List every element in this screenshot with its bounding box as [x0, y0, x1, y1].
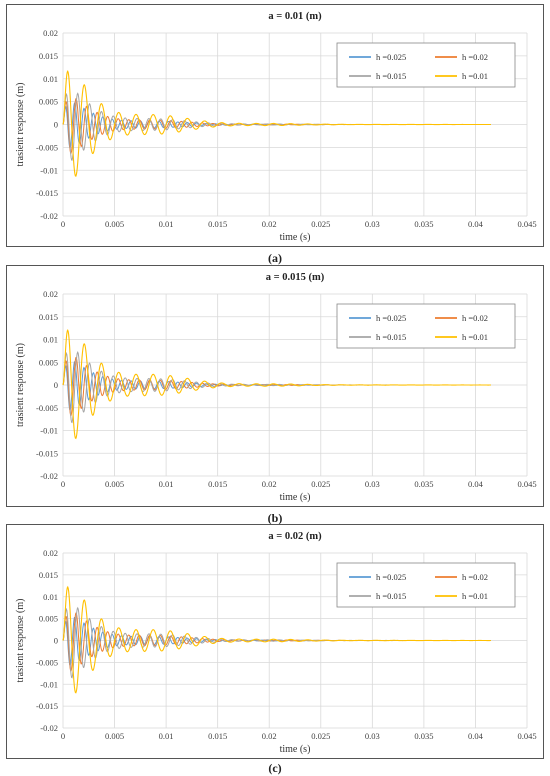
- x-tick-label: 0.005: [105, 731, 124, 741]
- x-tick-label: 0.005: [105, 479, 124, 489]
- y-tick-label: 0.01: [43, 74, 58, 84]
- x-tick-label: 0.045: [517, 731, 536, 741]
- series-line: [62, 102, 491, 150]
- chart-a: a = 0.01 (m) 0 0.005 0.01 0.015 0.02 0.025 0.03…: [15, 11, 537, 243]
- x-tick-label: 0.025: [311, 731, 330, 741]
- chart-panel-b: a = 0.015 (m) 0 0.005 0.01 0.015 0.02 0.025 0.0…: [6, 265, 544, 507]
- chart-title: a = 0.015 (m): [266, 272, 325, 283]
- chart-panel-a: a = 0.01 (m) 0 0.005 0.01 0.015 0.02 0.025 0.03…: [6, 4, 544, 247]
- legend-box: [336, 42, 516, 88]
- x-tick-label: 0.015: [208, 479, 227, 489]
- x-tick-label: 0.01: [159, 219, 174, 229]
- y-tick-label: -0.02: [40, 471, 58, 481]
- x-tick-label: 0.01: [159, 731, 174, 741]
- x-tick-label: 0.02: [262, 731, 277, 741]
- legend-label: h =0.025: [376, 52, 406, 62]
- x-tick-label: 0.03: [365, 731, 380, 741]
- y-tick-label: 0.005: [39, 614, 58, 624]
- x-tick-label: 0.015: [208, 731, 227, 741]
- series-line: [62, 98, 491, 154]
- legend-label: h =0.015: [376, 71, 406, 81]
- y-tick-label: -0.015: [36, 188, 58, 198]
- y-tick-label: -0.02: [40, 723, 58, 733]
- chart-title: a = 0.01 (m): [268, 11, 322, 22]
- y-axis-label: trasient response (m): [15, 343, 26, 427]
- y-tick-label: 0.02: [43, 289, 58, 299]
- y-tick-label: 0.02: [43, 28, 58, 38]
- legend-label: h =0.02: [462, 313, 488, 323]
- legend-label: h =0.015: [376, 332, 406, 342]
- chart-b: a = 0.015 (m) 0 0.005 0.01 0.015 0.02 0.025 0.0…: [15, 272, 537, 503]
- y-tick-label: 0.015: [39, 570, 58, 580]
- caption-a: (a): [268, 251, 282, 265]
- y-axis-label: trasient response (m): [15, 83, 26, 167]
- x-tick-label: 0.04: [468, 731, 484, 741]
- x-tick-label: 0.025: [311, 219, 330, 229]
- x-tick-label: 0.02: [262, 219, 277, 229]
- y-tick-label: -0.015: [36, 701, 58, 711]
- series-line: [62, 328, 491, 440]
- x-tick-label: 0: [61, 219, 65, 229]
- chart-title: a = 0.02 (m): [268, 531, 322, 542]
- y-tick-label: -0.02: [40, 211, 58, 221]
- y-tick-label: 0.005: [39, 97, 58, 107]
- y-tick-label: 0.01: [43, 592, 58, 602]
- caption-b: (b): [267, 511, 283, 525]
- chart-c: a = 0.02 (m) 0 0.005 0.01 0.015 0.02 0.025 0.03…: [15, 531, 537, 755]
- x-tick-label: 0.015: [208, 219, 227, 229]
- y-tick-label: 0.01: [43, 335, 58, 345]
- y-tick-label: 0: [54, 120, 58, 130]
- y-tick-label: -0.01: [40, 679, 58, 689]
- x-tick-label: 0.04: [468, 219, 484, 229]
- x-tick-label: 0.035: [414, 479, 433, 489]
- x-tick-label: 0.035: [414, 731, 433, 741]
- caption-c: (c): [268, 761, 282, 775]
- legend-label: h =0.01: [462, 71, 488, 81]
- legend-label: h =0.01: [462, 332, 488, 342]
- y-tick-label: 0.005: [39, 357, 58, 367]
- x-axis-label: time (s): [280, 232, 311, 243]
- x-tick-label: 0: [61, 731, 65, 741]
- x-axis-label: time (s): [280, 492, 311, 503]
- series-line: [62, 70, 491, 177]
- x-tick-label: 0.045: [517, 479, 536, 489]
- x-tick-label: 0.045: [517, 219, 536, 229]
- x-tick-label: 0: [61, 479, 65, 489]
- legend-label: h =0.025: [376, 572, 406, 582]
- legend-label: h =0.015: [376, 591, 406, 601]
- y-tick-label: -0.005: [36, 657, 58, 667]
- x-tick-label: 0.025: [311, 479, 330, 489]
- y-tick-label: 0: [54, 636, 58, 646]
- x-tick-label: 0.04: [468, 479, 484, 489]
- legend-label: h =0.01: [462, 591, 488, 601]
- legend-label: h =0.02: [462, 572, 488, 582]
- y-tick-label: -0.01: [40, 426, 58, 436]
- y-tick-label: 0.015: [39, 312, 58, 322]
- legend-box: [336, 562, 516, 608]
- y-tick-label: 0: [54, 380, 58, 390]
- y-axis-label: trasient response (m): [15, 599, 26, 683]
- legend-label: h =0.02: [462, 52, 488, 62]
- x-tick-label: 0.005: [105, 219, 124, 229]
- x-tick-label: 0.03: [365, 219, 380, 229]
- x-tick-label: 0.035: [414, 219, 433, 229]
- x-tick-label: 0.03: [365, 479, 380, 489]
- y-tick-label: -0.005: [36, 142, 58, 152]
- series-line: [62, 616, 491, 667]
- y-tick-label: -0.01: [40, 165, 58, 175]
- chart-panel-c: a = 0.02 (m) 0 0.005 0.01 0.015 0.02 0.025 0.03…: [6, 524, 544, 759]
- legend-box: [336, 303, 516, 349]
- y-tick-label: 0.02: [43, 548, 58, 558]
- legend-label: h =0.025: [376, 313, 406, 323]
- y-tick-label: -0.005: [36, 403, 58, 413]
- series-line: [62, 357, 491, 417]
- x-tick-label: 0.02: [262, 479, 277, 489]
- x-axis-label: time (s): [280, 744, 311, 755]
- y-tick-label: -0.015: [36, 448, 58, 458]
- series-line: [62, 351, 491, 424]
- series-line: [62, 585, 491, 694]
- x-tick-label: 0.01: [159, 479, 174, 489]
- y-tick-label: 0.015: [39, 51, 58, 61]
- series-line: [62, 361, 491, 412]
